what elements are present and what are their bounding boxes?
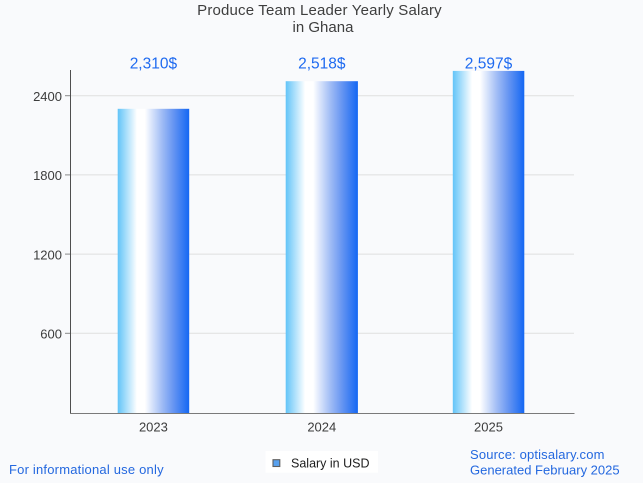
svg-text:2025: 2025: [474, 420, 503, 435]
svg-text:2024: 2024: [307, 420, 336, 435]
svg-text:2,518$: 2,518$: [298, 56, 346, 73]
svg-text:1200: 1200: [33, 247, 62, 262]
svg-text:Generated February 2025: Generated February 2025: [470, 463, 620, 478]
svg-text:Produce Team Leader Yearly Sal: Produce Team Leader Yearly Salary: [197, 2, 442, 19]
svg-text:2400: 2400: [33, 89, 62, 104]
svg-text:For informational use only: For informational use only: [9, 462, 164, 477]
svg-text:1800: 1800: [33, 168, 62, 183]
svg-text:Source: optisalary.com: Source: optisalary.com: [470, 447, 605, 462]
svg-text:Salary in USD: Salary in USD: [291, 456, 370, 470]
svg-text:2023: 2023: [139, 420, 168, 435]
svg-text:in Ghana: in Ghana: [293, 19, 355, 36]
svg-text:2,597$: 2,597$: [465, 56, 513, 73]
svg-text:2,310$: 2,310$: [130, 56, 178, 73]
svg-text:600: 600: [40, 327, 62, 342]
